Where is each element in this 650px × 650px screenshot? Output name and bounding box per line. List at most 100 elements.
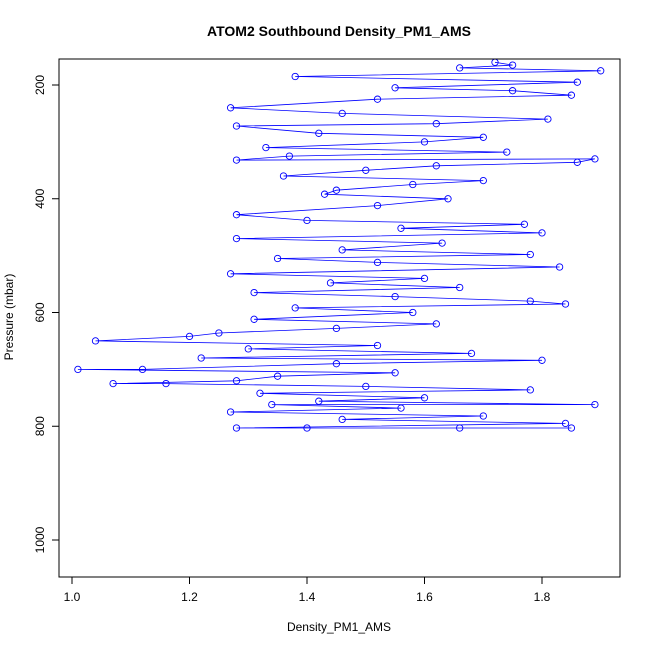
data-point xyxy=(373,258,382,267)
data-point xyxy=(555,263,564,271)
data-point xyxy=(373,95,382,103)
data-point xyxy=(215,329,223,337)
y-tick-label: 800 xyxy=(33,416,47,436)
data-point xyxy=(573,78,581,86)
data-point xyxy=(197,354,205,362)
x-tick-label: 1.8 xyxy=(534,590,551,604)
data-point xyxy=(544,115,552,123)
data-point xyxy=(273,254,282,263)
data-point xyxy=(397,224,405,232)
data-point xyxy=(162,379,170,388)
data-point xyxy=(444,195,452,203)
data-point xyxy=(432,120,440,128)
data-point xyxy=(338,246,346,254)
y-tick-label: 200 xyxy=(33,75,47,95)
data-point xyxy=(362,382,370,391)
data-point xyxy=(362,166,370,174)
data-point xyxy=(244,345,252,353)
data-point xyxy=(526,386,534,394)
data-point xyxy=(315,129,323,137)
series-line xyxy=(77,61,601,429)
data-point xyxy=(432,320,440,328)
y-tick-label: 400 xyxy=(33,188,47,208)
data-point xyxy=(420,138,429,146)
x-tick-label: 1.6 xyxy=(416,590,433,604)
data-point xyxy=(332,360,341,368)
data-point xyxy=(291,304,299,312)
data-point xyxy=(420,274,429,283)
data-point xyxy=(232,424,241,432)
data-point xyxy=(503,148,511,156)
data-point xyxy=(373,201,382,210)
data-point xyxy=(526,250,534,259)
data-point xyxy=(420,394,429,402)
data-point xyxy=(456,424,464,432)
data-point xyxy=(291,72,299,81)
data-point xyxy=(397,404,405,412)
data-point xyxy=(508,61,517,69)
data-point xyxy=(226,270,235,278)
data-point xyxy=(256,389,264,397)
data-point xyxy=(262,143,270,152)
data-point xyxy=(279,172,288,180)
data-point xyxy=(232,234,241,243)
data-point xyxy=(391,292,399,301)
data-point xyxy=(338,415,346,424)
data-point xyxy=(520,220,529,228)
plot-frame xyxy=(58,58,621,578)
data-point xyxy=(250,315,258,323)
data-point xyxy=(226,104,235,112)
data-point xyxy=(285,152,294,160)
data-point xyxy=(232,211,241,219)
data-point xyxy=(91,337,100,345)
data-point xyxy=(573,158,581,166)
data-point xyxy=(232,156,241,164)
data-point xyxy=(567,424,576,432)
data-point xyxy=(526,297,534,305)
data-point xyxy=(597,67,605,75)
data-point xyxy=(303,216,311,225)
data-point xyxy=(467,349,476,358)
data-point xyxy=(303,424,311,432)
data-point xyxy=(332,186,341,194)
data-point xyxy=(561,419,570,428)
data-point xyxy=(268,400,276,409)
data-point xyxy=(538,229,546,237)
data-point xyxy=(479,412,487,420)
data-point xyxy=(391,369,399,377)
data-point xyxy=(315,397,323,405)
data-layer xyxy=(74,59,605,432)
data-point xyxy=(138,365,147,374)
data-point xyxy=(391,84,399,92)
data-point xyxy=(232,122,241,130)
data-point xyxy=(591,155,599,163)
data-point xyxy=(185,332,194,341)
data-point xyxy=(538,356,546,364)
y-tick-label: 1000 xyxy=(33,526,47,553)
data-point xyxy=(373,341,382,350)
data-point xyxy=(273,372,282,380)
data-point xyxy=(479,133,487,141)
data-point xyxy=(74,365,82,374)
y-tick-label: 600 xyxy=(33,302,47,322)
data-point xyxy=(409,308,417,317)
data-point xyxy=(456,64,464,72)
x-tick-label: 1.2 xyxy=(181,590,198,604)
data-point xyxy=(109,379,117,388)
x-tick-label: 1.4 xyxy=(299,590,316,604)
data-point xyxy=(332,324,341,333)
series-group xyxy=(74,59,605,432)
data-point xyxy=(326,279,335,287)
data-point xyxy=(438,239,446,247)
data-point xyxy=(432,162,440,170)
axes-layer: 1.0 1.2 1.4 1.6 1.8 200 400 600 800 1000 xyxy=(33,75,551,604)
chart-title: ATOM2 Southbound Density_PM1_AMS xyxy=(207,23,471,39)
data-point xyxy=(250,288,258,297)
x-axis-label: Density_PM1_AMS xyxy=(287,620,391,634)
data-point xyxy=(338,109,346,118)
data-point xyxy=(456,283,464,292)
data-point xyxy=(561,300,570,308)
data-point xyxy=(479,176,487,185)
